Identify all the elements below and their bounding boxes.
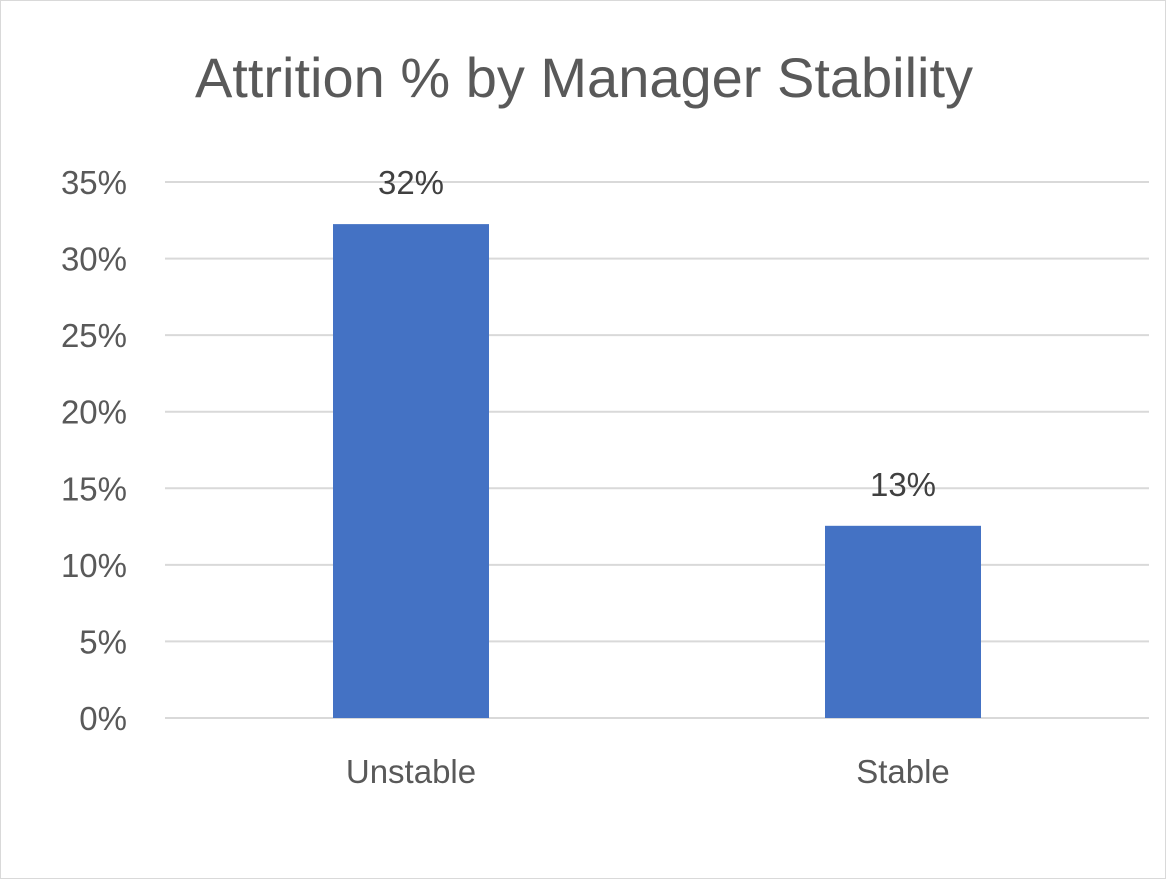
bars xyxy=(333,224,981,718)
gridlines xyxy=(165,181,1149,719)
y-tick-label: 15% xyxy=(61,470,127,507)
y-tick-label: 5% xyxy=(79,623,127,660)
y-tick-label: 30% xyxy=(61,241,127,278)
y-tick-label: 0% xyxy=(79,700,127,737)
chart-title: Attrition % by Manager Stability xyxy=(195,46,973,109)
y-axis-tick-labels: 0% 5% 10% 15% 20% 25% 30% 35% xyxy=(61,164,127,737)
y-tick-label: 25% xyxy=(61,317,127,354)
y-tick-label: 10% xyxy=(61,547,127,584)
y-tick-label: 35% xyxy=(61,164,127,201)
bar-unstable xyxy=(333,224,489,718)
x-axis-category-labels: Unstable Stable xyxy=(346,753,950,790)
y-tick-label: 20% xyxy=(61,394,127,431)
data-label: 13% xyxy=(870,466,936,503)
x-category-label: Stable xyxy=(856,753,950,790)
data-label: 32% xyxy=(378,164,444,201)
data-labels: 32% 13% xyxy=(378,164,936,503)
x-category-label: Unstable xyxy=(346,753,476,790)
bar-stable xyxy=(825,525,981,718)
